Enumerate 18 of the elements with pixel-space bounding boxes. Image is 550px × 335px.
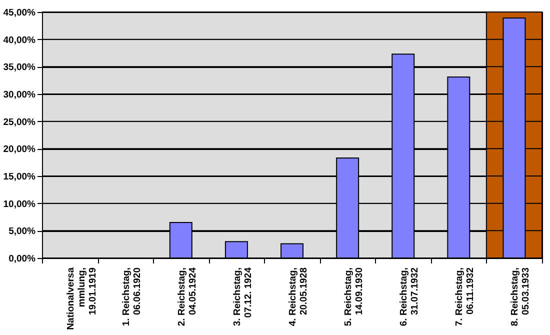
x-tick-label: 6. Reichstag, 31.07.1932 (398, 268, 421, 326)
y-tick-label: 25,00% (3, 116, 36, 128)
y-tick-label: 5,00% (8, 226, 36, 238)
x-tick-label: 3. Reichstag, 07.12. 1924 (232, 266, 254, 326)
x-tick-label: 2. Reichstag, 04.05.1924 (176, 266, 198, 326)
x-tick-label: 8. Reichstag, 05.03.1933 (510, 268, 532, 326)
y-tick-label: 10,00% (3, 198, 36, 210)
x-tick-label: 7. Reichstag, 06.11.1932 (454, 268, 476, 326)
y-tick-label: 30,00% (3, 90, 36, 100)
y-tick-label: 0,00% (8, 254, 36, 264)
x-tick-label: 5. Reichstag, 14.09.1930 (343, 268, 366, 326)
y-tick-label: 15,00% (3, 172, 36, 182)
y-tick-label: 40,00% (3, 34, 36, 46)
y-tick-label: 35,00% (3, 62, 36, 74)
x-tick-label: Nationalversa mmlung, 19.01.1919 (65, 266, 98, 330)
x-tick-label: 4. Reichstag, 20.05.1928 (288, 268, 310, 326)
y-tick-label: 45,00% (3, 8, 36, 18)
y-tick-label: 20,00% (3, 144, 36, 156)
